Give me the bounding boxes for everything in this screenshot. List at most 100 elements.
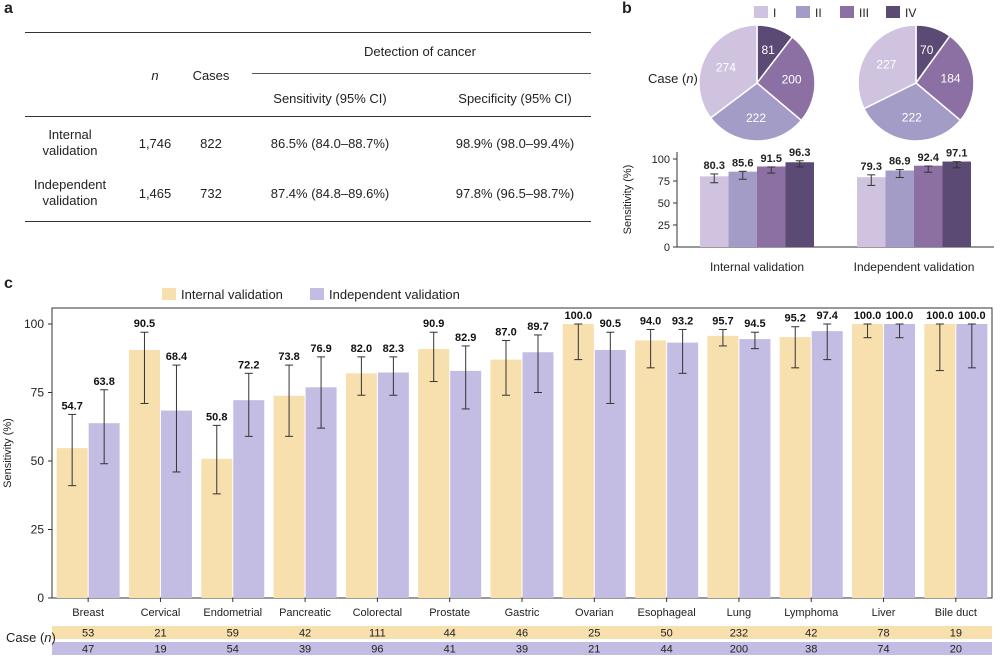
bar-value-label: 90.5 [600, 318, 621, 330]
bar-value-label: 89.7 [527, 321, 548, 333]
bar-stage-III [914, 165, 943, 247]
row-specificity: 98.9% (98.0–99.4%) [455, 136, 575, 151]
panel-c-chart: Internal validation Independent validatio… [2, 287, 993, 656]
case-strip-independent [52, 642, 992, 655]
x-tick-label: Colorectal [353, 607, 403, 619]
case-count: 41 [444, 644, 456, 656]
x-tick-label: Lymphoma [784, 607, 839, 619]
legend-label-independent: Independent validation [329, 287, 460, 302]
y-tick-label: 50 [31, 454, 45, 468]
case-count: 25 [588, 628, 600, 640]
row-label-line1: Independent [33, 177, 107, 192]
x-tick-label: Liver [872, 607, 896, 619]
case-count: 200 [730, 644, 748, 656]
pie-slice-stage-III [914, 34, 975, 122]
bar-value-label: 72.2 [238, 359, 259, 371]
bar-value-label: 91.5 [761, 153, 782, 165]
bar-value-label: 63.8 [93, 376, 114, 388]
x-tick-label: Ovarian [575, 607, 614, 619]
row-label-line2: validation [42, 193, 98, 208]
legend-label-stage-III: III [859, 6, 869, 20]
bar-value-label: 50.8 [206, 411, 227, 423]
pie-slice-stage-I [698, 24, 758, 119]
y-tick-label: 50 [658, 198, 670, 210]
case-count: 42 [805, 628, 817, 640]
x-tick-label: Pancreatic [279, 607, 331, 619]
row-cases: 732 [200, 186, 222, 201]
x-tick-label: Endometrial [203, 607, 262, 619]
case-count: 42 [299, 628, 311, 640]
case-count: 78 [877, 628, 889, 640]
case-count: 39 [299, 644, 311, 656]
pie-slice-label: 70 [920, 43, 934, 57]
bar-internal [707, 335, 739, 598]
bar-independent [739, 339, 771, 598]
bar-independent [956, 324, 988, 598]
y-tick-label: 25 [31, 523, 45, 537]
legend-label-stage-I: I [773, 6, 776, 20]
header-sub-rule [252, 73, 591, 74]
legend-label-stage-IV: IV [905, 6, 916, 20]
bar-stage-III [757, 166, 786, 247]
bar-internal [635, 340, 667, 598]
bar-independent [884, 324, 916, 598]
bar-value-label: 76.9 [310, 343, 331, 355]
case-count: 39 [516, 644, 528, 656]
bar-stage-II [885, 170, 914, 247]
x-tick-label: Esophageal [638, 607, 696, 619]
header-specificity: Specificity (95% CI) [458, 91, 572, 106]
legend-label-stage-II: II [815, 6, 822, 20]
bar-independent [811, 331, 843, 598]
bar-value-label: 100.0 [926, 310, 954, 322]
bar-internal [418, 348, 450, 598]
y-tick-label: 0 [664, 242, 670, 254]
bar-value-label: 85.6 [732, 157, 753, 169]
x-tick-label: Prostate [429, 607, 470, 619]
case-count: 21 [588, 644, 600, 656]
bar-value-label: 94.5 [744, 318, 765, 330]
legend-swatch-stage-II [796, 6, 810, 18]
y-tick-label: 25 [658, 220, 670, 232]
legend-swatch-internal [162, 288, 176, 300]
y-axis-title: Sensitivity (%) [2, 418, 14, 488]
case-count: 50 [660, 628, 672, 640]
pie-slice-stage-II [709, 82, 803, 142]
pie-slice-label: 81 [762, 43, 776, 57]
case-count: 20 [950, 644, 962, 656]
bar-value-label: 80.3 [704, 160, 725, 172]
header-cases: Cases [192, 68, 230, 83]
table-bottom-rule [25, 221, 591, 222]
row-n: 1,746 [138, 136, 172, 151]
bar-value-label: 73.8 [278, 351, 299, 363]
bar-value-label: 100.0 [886, 310, 914, 322]
bar-value-label: 68.4 [166, 351, 188, 363]
bar-value-label: 92.4 [918, 152, 940, 164]
plot-frame [51, 307, 993, 599]
legend-swatch-stage-III [840, 6, 854, 18]
y-tick-label: 75 [31, 386, 45, 400]
table-top-rule [25, 32, 591, 33]
x-tick-label: Cervical [141, 607, 181, 619]
pie-slice-label: 274 [716, 60, 736, 74]
panel-a-letter: a [4, 0, 13, 17]
bar-value-label: 96.3 [789, 147, 810, 159]
pie-slice-label: 184 [941, 72, 961, 86]
legend-swatch-stage-IV [886, 6, 900, 18]
row-label-line2: validation [42, 143, 98, 158]
x-tick-label: Bile duct [935, 607, 977, 619]
case-count: 54 [227, 644, 239, 656]
case-count: 21 [154, 628, 166, 640]
row-cases: 822 [200, 136, 222, 151]
bar-value-label: 93.2 [672, 315, 693, 327]
y-axis-title: Sensitivity (%) [622, 165, 634, 235]
case-count: 19 [154, 644, 166, 656]
x-tick-label: Lung [727, 607, 751, 619]
bar-value-label: 90.5 [134, 318, 155, 330]
legend-label-internal: Internal validation [181, 287, 283, 302]
case-count: 38 [805, 644, 817, 656]
bar-value-label: 100.0 [565, 310, 593, 322]
bar-value-label: 82.9 [455, 332, 476, 344]
bar-internal [852, 324, 884, 598]
row-label-line1: Internal [48, 127, 92, 142]
